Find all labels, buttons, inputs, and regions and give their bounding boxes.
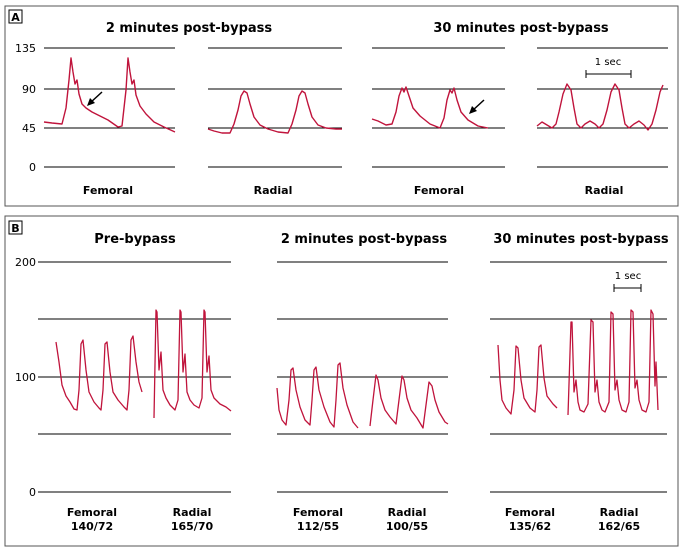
panel-a-arrows: [87, 91, 485, 114]
panel-a-ytick: 135: [15, 42, 36, 55]
trace-label: Femoral: [83, 184, 133, 197]
trace-b-radial-pre: [153, 309, 232, 419]
panel-b-frame: [4, 215, 679, 547]
panel-b-ytick: 0: [29, 486, 36, 499]
panel-b-scale-label: 1 sec: [615, 271, 641, 282]
pressure-value: 100/55: [386, 520, 428, 533]
trace-b-radial-30min: [567, 309, 659, 416]
trace-a-radial-2min: [207, 90, 342, 134]
trace-a-radial-30min: [536, 83, 664, 131]
pressure-value: 165/70: [171, 520, 214, 533]
panel-b-title: 2 minutes post-bypass: [281, 232, 448, 247]
panel-a-ytick: 90: [22, 83, 36, 96]
panel-b-ytick: 100: [15, 371, 36, 384]
panel-b-label: B: [11, 222, 19, 235]
panel-b-gridlines: [38, 261, 667, 493]
pressure-value: 140/72: [71, 520, 113, 533]
trace-label: Femoral: [505, 506, 555, 519]
panel-b-time-scale: [613, 284, 642, 292]
panel-a-frame: [4, 5, 679, 207]
panel-b-ytick: 200: [15, 256, 36, 269]
trace-b-radial-2min: [369, 374, 449, 429]
trace-label: Femoral: [414, 184, 464, 197]
panel-b-traces: [55, 309, 659, 429]
panel-a-traces: [43, 57, 664, 134]
trace-label: Radial: [600, 506, 639, 519]
pressure-value: 135/62: [509, 520, 551, 533]
panel-b-title: 30 minutes post-bypass: [493, 232, 669, 247]
panel-a-ytick: 45: [22, 122, 36, 135]
panel-a-scale-label: 1 sec: [595, 57, 621, 68]
panel-a-label: A: [11, 11, 20, 24]
trace-label: Femoral: [293, 506, 343, 519]
pressure-value: 162/65: [598, 520, 640, 533]
trace-b-femoral-30min: [497, 344, 558, 415]
trace-label: Radial: [173, 506, 212, 519]
trace-label: Radial: [585, 184, 624, 197]
panel-a-ytick: 0: [29, 161, 36, 174]
trace-b-femoral-pre: [55, 335, 143, 411]
trace-a-femoral-30min: [371, 86, 489, 129]
trace-label: Radial: [388, 506, 427, 519]
arrow-icon: [87, 98, 95, 106]
panel-a-time-scale: [585, 70, 632, 78]
trace-a-femoral-2min: [43, 57, 176, 133]
arrow-icon: [469, 106, 477, 114]
trace-label: Radial: [254, 184, 293, 197]
panel-a-title-right: 30 minutes post-bypass: [433, 21, 609, 36]
panel-b-label-box: [8, 220, 23, 235]
trace-b-femoral-2min: [276, 362, 359, 429]
panel-a-title-left: 2 minutes post-bypass: [106, 21, 273, 36]
panel-b-title: Pre-bypass: [94, 232, 176, 247]
panel-a-label-box: [8, 9, 23, 24]
trace-label: Femoral: [67, 506, 117, 519]
pressure-value: 112/55: [297, 520, 339, 533]
